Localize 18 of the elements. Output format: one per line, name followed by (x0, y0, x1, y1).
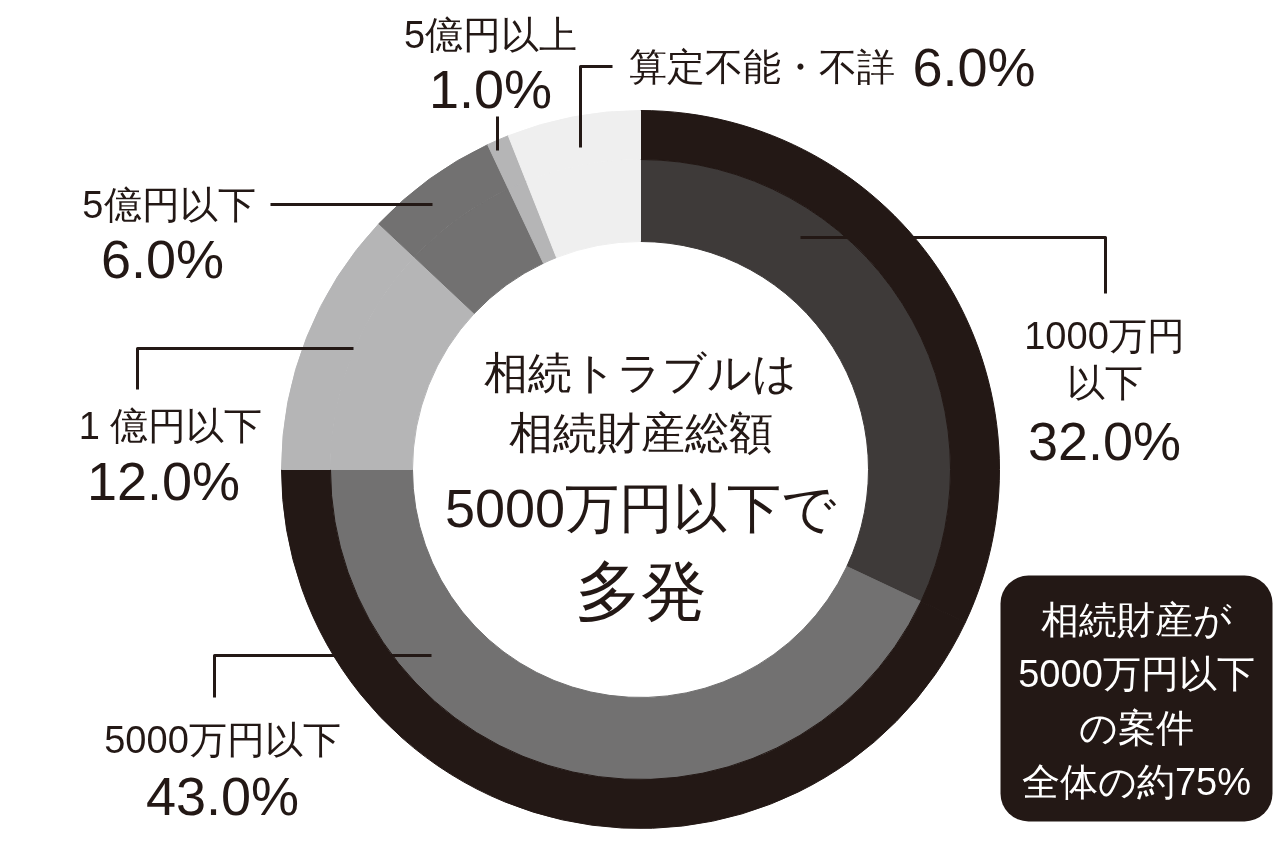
slice-label: 1000万円以下 (1024, 314, 1185, 404)
text: 相続トラブルは相続財産総額 (484, 348, 797, 457)
text: の案件 (1079, 706, 1194, 749)
slice-label: 算定不能・不詳 (628, 45, 895, 88)
data-label: 6.0% (100, 228, 225, 289)
data-label: 32.0% (1027, 410, 1182, 471)
data-label: 43.0% (145, 765, 300, 826)
slice-label: 5000万円以下 (1018, 652, 1255, 695)
slice-label: 5000万円以下 (104, 718, 341, 761)
slice-label: 5億円以上 (403, 13, 578, 56)
data-label: 6.0% (912, 36, 1036, 97)
data-label: 1.0% (428, 58, 553, 119)
text: 5000万円以下で多発 (444, 477, 838, 628)
slice-label: 1 億円以下 (78, 404, 263, 447)
text: 全体の約75% (1021, 760, 1252, 803)
data-label: 12.0% (86, 450, 241, 511)
slice-label: 5億円以下 (82, 183, 256, 226)
text: 相続財産が (1041, 598, 1232, 641)
